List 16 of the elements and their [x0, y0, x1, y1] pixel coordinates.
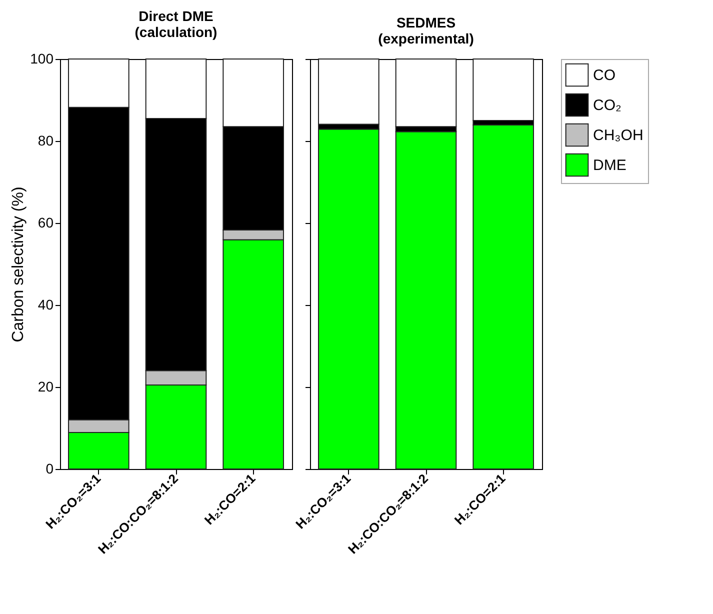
legend-label: CO₂	[593, 97, 622, 114]
chart-title: SEDMES (experimental)	[378, 14, 474, 46]
legend-label: CH₃OH	[593, 127, 644, 144]
y-tick-label: 40	[38, 296, 54, 312]
legend-label: DME	[593, 157, 626, 174]
bar	[395, 131, 457, 470]
y-tick-label: 60	[38, 214, 54, 230]
y-axis-title: Carbon selectivity (%)	[10, 186, 28, 342]
chart-title: Direct DME (calculation)	[134, 8, 218, 40]
bar	[472, 124, 534, 470]
y-tick-label: 100	[30, 50, 54, 66]
bar	[318, 128, 380, 470]
legend-label: CO	[593, 67, 616, 84]
y-tick-label: 80	[38, 132, 54, 148]
y-tick-label: 20	[38, 378, 54, 394]
y-tick-label: 0	[46, 460, 54, 476]
